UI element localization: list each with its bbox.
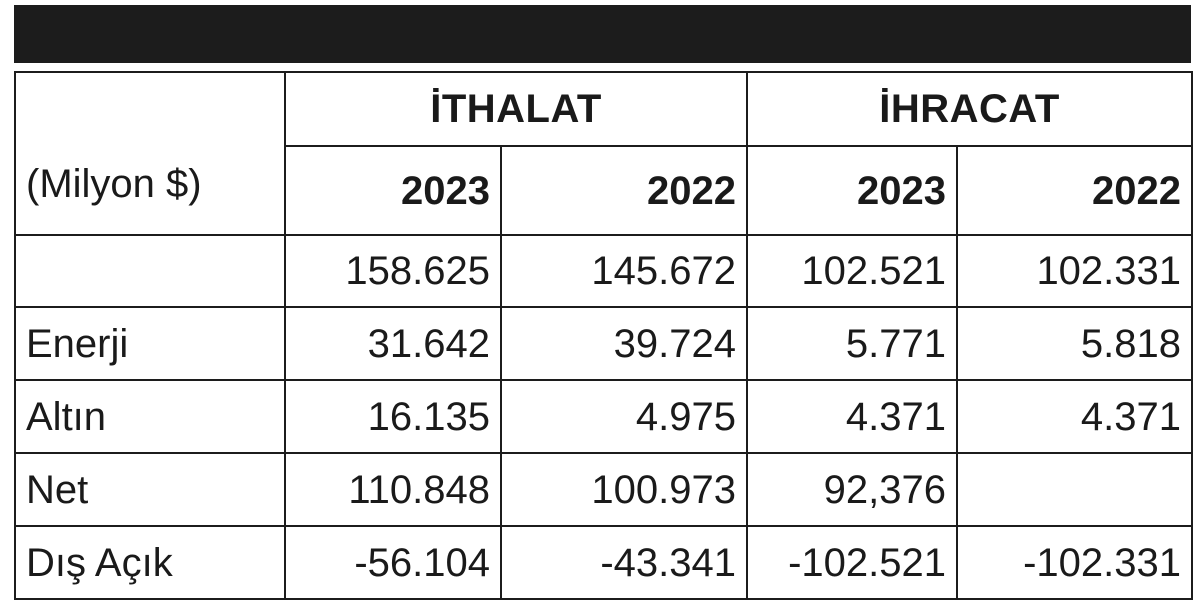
cell-value: -102.521 <box>746 525 959 600</box>
cell-value: 4.371 <box>746 379 959 454</box>
table-frame: İTHALAT İHRACAT (Milyon $) 2023 2022 202… <box>14 5 1194 600</box>
table-row: 158.625 145.672 102.521 102.331 <box>14 234 1194 308</box>
year-header-row: (Milyon $) 2023 2022 2023 2022 <box>14 145 1194 236</box>
year-exports-2023: 2023 <box>746 145 959 236</box>
unit-label: (Milyon $) <box>14 146 286 236</box>
cell-value: 110.848 <box>284 452 502 527</box>
empty-corner-cell <box>14 71 286 146</box>
cell-value: 92,376 <box>746 452 959 527</box>
cell-value: -56.104 <box>284 525 502 600</box>
cell-value: 158.625 <box>284 234 502 308</box>
cell-value: 39.724 <box>499 306 749 381</box>
group-header-imports: İTHALAT <box>283 71 749 147</box>
group-header-exports: İHRACAT <box>746 71 1194 147</box>
cell-value: 102.331 <box>956 234 1194 308</box>
cell-value: 5.771 <box>746 306 959 381</box>
table-row: Net 110.848 100.973 92,376 <box>14 452 1194 527</box>
row-label: Altın <box>14 379 286 454</box>
table-row: Enerji 31.642 39.724 5.771 5.818 <box>14 306 1194 381</box>
cell-value: 5.818 <box>956 306 1194 381</box>
cell-value: 100.973 <box>499 452 749 527</box>
cell-value: 16.135 <box>284 379 502 454</box>
cell-value: 145.672 <box>499 234 749 308</box>
cell-value: 4.975 <box>499 379 749 454</box>
row-label <box>14 234 286 308</box>
year-imports-2023: 2023 <box>284 145 502 236</box>
cell-value: -43.341 <box>499 525 749 600</box>
row-label: Dış Açık <box>14 525 286 600</box>
cell-value: -102.331 <box>956 525 1194 600</box>
group-header-row: İTHALAT İHRACAT <box>14 71 1194 147</box>
year-imports-2022: 2022 <box>499 145 749 236</box>
table-row: Altın 16.135 4.975 4.371 4.371 <box>14 379 1194 454</box>
table-row: Dış Açık -56.104 -43.341 -102.521 -102.3… <box>14 525 1194 600</box>
cell-value: 102.521 <box>746 234 959 308</box>
cell-value <box>956 452 1194 527</box>
table-header-bar <box>14 5 1191 63</box>
year-exports-2022: 2022 <box>956 145 1194 236</box>
cell-value: 31.642 <box>284 306 502 381</box>
trade-table: İTHALAT İHRACAT (Milyon $) 2023 2022 202… <box>14 71 1194 600</box>
row-label: Enerji <box>14 306 286 381</box>
cell-value: 4.371 <box>956 379 1194 454</box>
row-label: Net <box>14 452 286 527</box>
